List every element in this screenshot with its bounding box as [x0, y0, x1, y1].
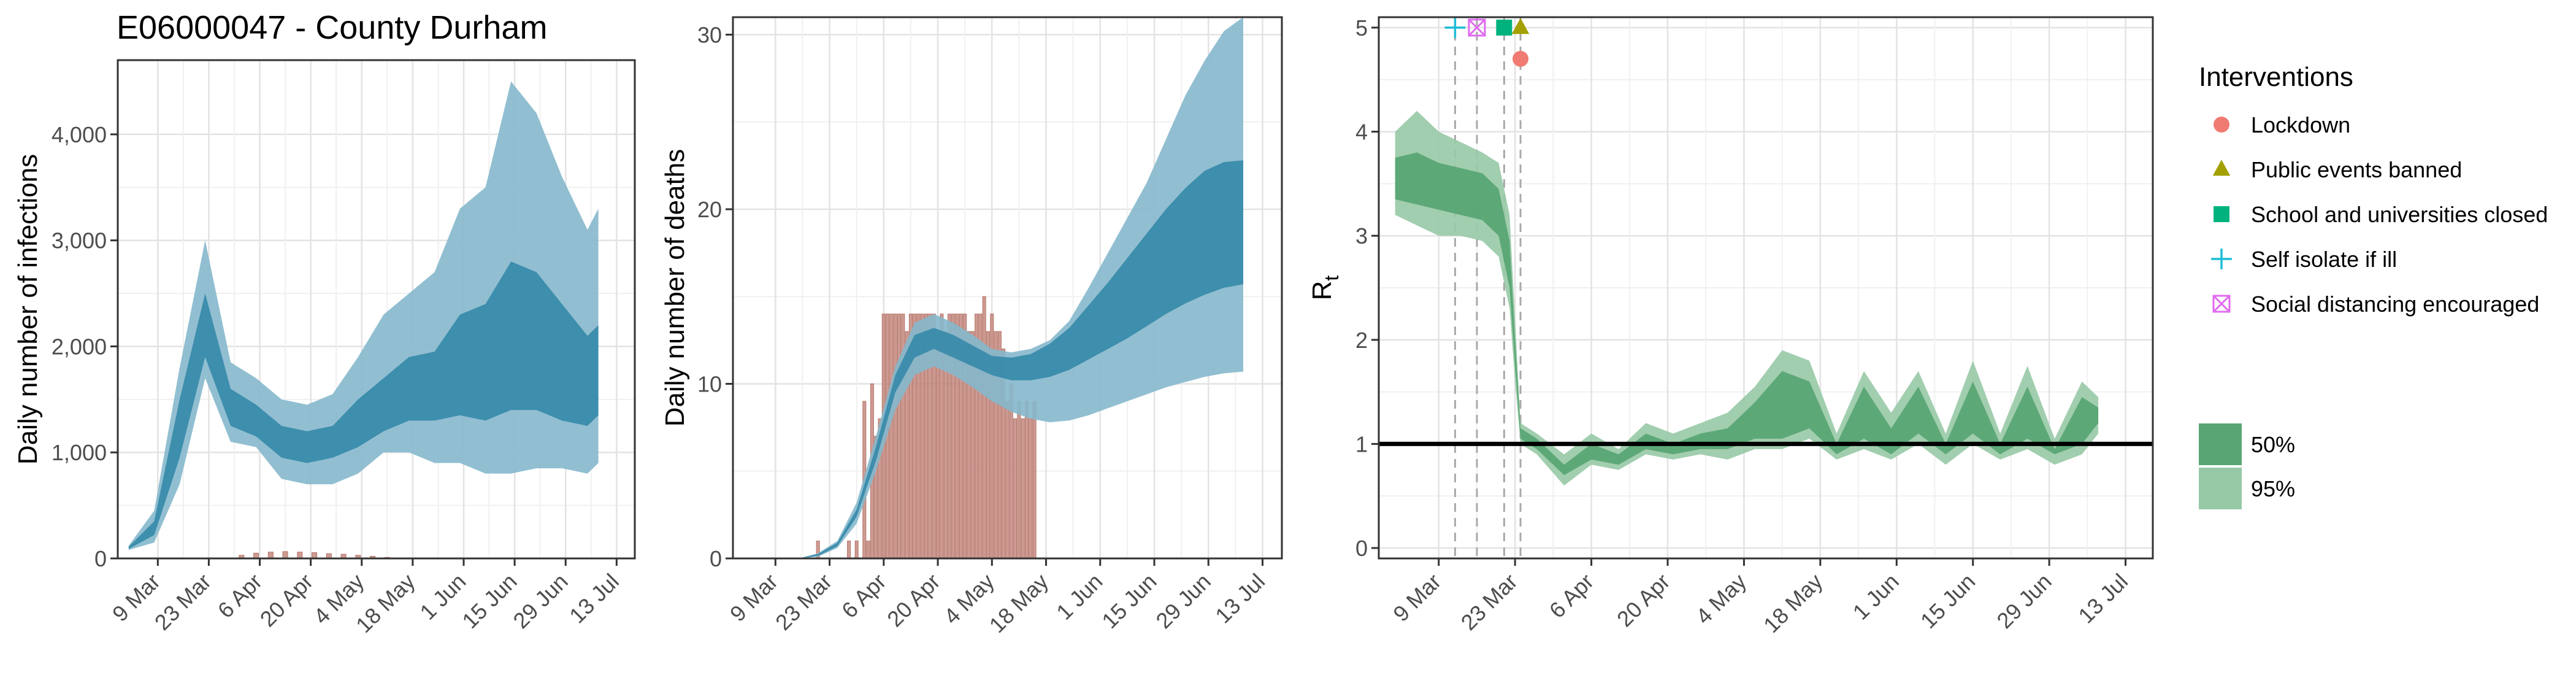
observed-bar — [854, 541, 859, 559]
legend: Interventions Lockdown Public events banne… — [2199, 62, 2548, 509]
x-tick-label: 9 Mar — [1388, 569, 1446, 627]
legend-band-label: 95% — [2251, 476, 2295, 501]
y-tick-label: 4,000 — [52, 122, 107, 147]
y-tick-label: 30 — [697, 22, 722, 47]
band-50pct — [1395, 152, 2099, 476]
legend-item-label: Self isolate if ill — [2251, 247, 2397, 272]
figure-title: E06000047 - County Durham — [117, 9, 548, 46]
observed-bar — [297, 552, 303, 559]
observed-bar — [893, 314, 897, 559]
y-tick-label: 3,000 — [52, 228, 107, 253]
x-tick-label: 1 Jun — [1848, 569, 1904, 625]
x-tick-label: 23 Mar — [150, 569, 216, 635]
y-axis-label: Daily number of infections — [13, 154, 43, 465]
y-tick-label: 5 — [1355, 15, 1368, 41]
legend-band-swatch — [2199, 423, 2242, 465]
x-tick-label: 13 Jul — [2073, 569, 2133, 628]
band-95pct — [1395, 110, 2099, 486]
legend-band-swatch — [2199, 468, 2242, 509]
legend-key-boxx — [2212, 295, 2231, 313]
y-tick-label: 4 — [1355, 120, 1368, 145]
legend-band-label: 50% — [2251, 432, 2295, 457]
observed-bar — [1021, 418, 1025, 559]
rt-panel: 0 1 2 3 4 5 9 Mar 23 Mar 6 Apr 20 Apr 4 May 18 May 1… — [1307, 15, 2154, 638]
intervention-marker — [1496, 19, 1512, 36]
x-tick-label: 23 Mar — [770, 569, 837, 635]
observed-bar — [897, 314, 902, 559]
legend-key-square — [2214, 206, 2229, 222]
x-tick-label: 4 May — [1691, 569, 1751, 629]
legend-item-label: Public events banned — [2251, 157, 2462, 182]
intervention-marker — [1468, 18, 1486, 37]
y-tick-label: 2,000 — [52, 334, 107, 359]
y-axis-label: Daily number of deaths — [660, 149, 690, 426]
x-tick-label: 6 Apr — [1544, 569, 1598, 623]
legend-title: Interventions — [2199, 62, 2353, 92]
observed-bar — [1029, 418, 1033, 559]
x-tick-label: 29 Jun — [1151, 569, 1215, 633]
observed-bar — [889, 314, 894, 559]
y-tick-label: 20 — [697, 197, 722, 222]
y-tick-label: 1 — [1355, 431, 1368, 457]
observed-bar — [1032, 401, 1037, 559]
x-tick-label: 29 Jun — [1991, 569, 2056, 633]
intervention-marker — [1468, 18, 1486, 37]
y-axis-label: Rt — [1307, 276, 1343, 301]
band-50pct — [799, 160, 1243, 558]
y-axis-label-subscript: t — [1321, 276, 1343, 281]
y-tick-label: 3 — [1355, 223, 1368, 249]
observed-bar — [1013, 418, 1018, 559]
x-tick-label: 13 Jul — [1210, 569, 1270, 628]
legend-item-label: Lockdown — [2251, 112, 2350, 137]
observed-bar — [1005, 401, 1010, 559]
panel-border — [732, 16, 1283, 560]
band-95pct — [128, 81, 599, 550]
legend-key-circle — [2214, 117, 2229, 133]
x-tick-label: 15 Jun — [1915, 569, 1980, 633]
band-50pct — [128, 261, 599, 549]
observed-bar — [847, 541, 851, 559]
legend-key-boxx — [2212, 295, 2231, 313]
observed-bar — [866, 541, 870, 559]
observed-bar — [1025, 401, 1029, 559]
legend-item-label: Social distancing encouraged — [2251, 291, 2539, 317]
x-tick-label: 15 Jun — [1097, 569, 1161, 633]
observed-bar — [982, 296, 986, 559]
y-tick-label: 0 — [1355, 536, 1368, 561]
observed-bar — [1017, 401, 1021, 559]
x-tick-label: 15 Jun — [457, 569, 521, 633]
x-tick-label: 20 Apr — [882, 569, 945, 632]
y-tick-label: 1,000 — [52, 440, 107, 465]
intervention-marker — [1512, 50, 1529, 67]
y-tick-label: 2 — [1355, 328, 1368, 353]
x-tick-label: 18 May — [1758, 569, 1827, 638]
observed-bar — [282, 551, 288, 559]
x-tick-label: 20 Apr — [255, 569, 318, 632]
x-tick-label: 20 Apr — [1612, 569, 1675, 632]
observed-bar — [267, 552, 274, 559]
x-tick-label: 13 Jul — [564, 569, 624, 628]
legend-key-triangle — [2212, 160, 2231, 176]
x-tick-label: 23 Mar — [1456, 569, 1522, 635]
panel-border — [117, 59, 636, 560]
y-tick-label: 0 — [710, 546, 722, 571]
x-tick-label: 29 Jun — [508, 569, 572, 633]
y-tick-label: 0 — [94, 546, 107, 571]
legend-item-label: School and universities closed — [2251, 202, 2548, 227]
x-tick-label: 18 May — [984, 569, 1053, 638]
y-tick-label: 10 — [697, 371, 722, 396]
panel-border — [1378, 16, 2154, 560]
intervention-marker — [1511, 18, 1530, 34]
